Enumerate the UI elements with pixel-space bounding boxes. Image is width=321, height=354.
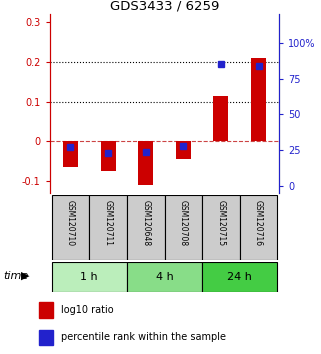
Bar xyxy=(213,96,229,141)
Text: time: time xyxy=(3,271,29,281)
Text: ▶: ▶ xyxy=(22,271,30,281)
Bar xyxy=(176,141,191,159)
Bar xyxy=(52,262,127,292)
Text: 4 h: 4 h xyxy=(156,272,173,282)
Text: GSM120716: GSM120716 xyxy=(254,200,263,246)
Text: 1 h: 1 h xyxy=(81,272,98,282)
Text: log10 ratio: log10 ratio xyxy=(61,305,113,315)
Bar xyxy=(89,195,127,260)
Bar xyxy=(39,302,53,318)
Bar xyxy=(138,141,153,185)
Bar xyxy=(100,141,116,171)
Title: GDS3433 / 6259: GDS3433 / 6259 xyxy=(110,0,219,13)
Bar xyxy=(202,262,277,292)
Text: GSM120711: GSM120711 xyxy=(104,200,113,246)
Bar xyxy=(127,195,164,260)
Bar xyxy=(63,141,78,167)
Text: GSM120710: GSM120710 xyxy=(66,200,75,246)
Text: GSM120715: GSM120715 xyxy=(216,200,225,246)
Bar xyxy=(202,195,240,260)
Text: GSM120708: GSM120708 xyxy=(179,200,188,246)
Text: percentile rank within the sample: percentile rank within the sample xyxy=(61,332,226,342)
Bar xyxy=(52,195,89,260)
Text: GSM120648: GSM120648 xyxy=(141,200,150,246)
Bar xyxy=(127,262,202,292)
Bar xyxy=(240,195,277,260)
Bar xyxy=(164,195,202,260)
Text: 24 h: 24 h xyxy=(227,272,252,282)
Bar xyxy=(39,330,53,345)
Bar xyxy=(251,58,266,141)
